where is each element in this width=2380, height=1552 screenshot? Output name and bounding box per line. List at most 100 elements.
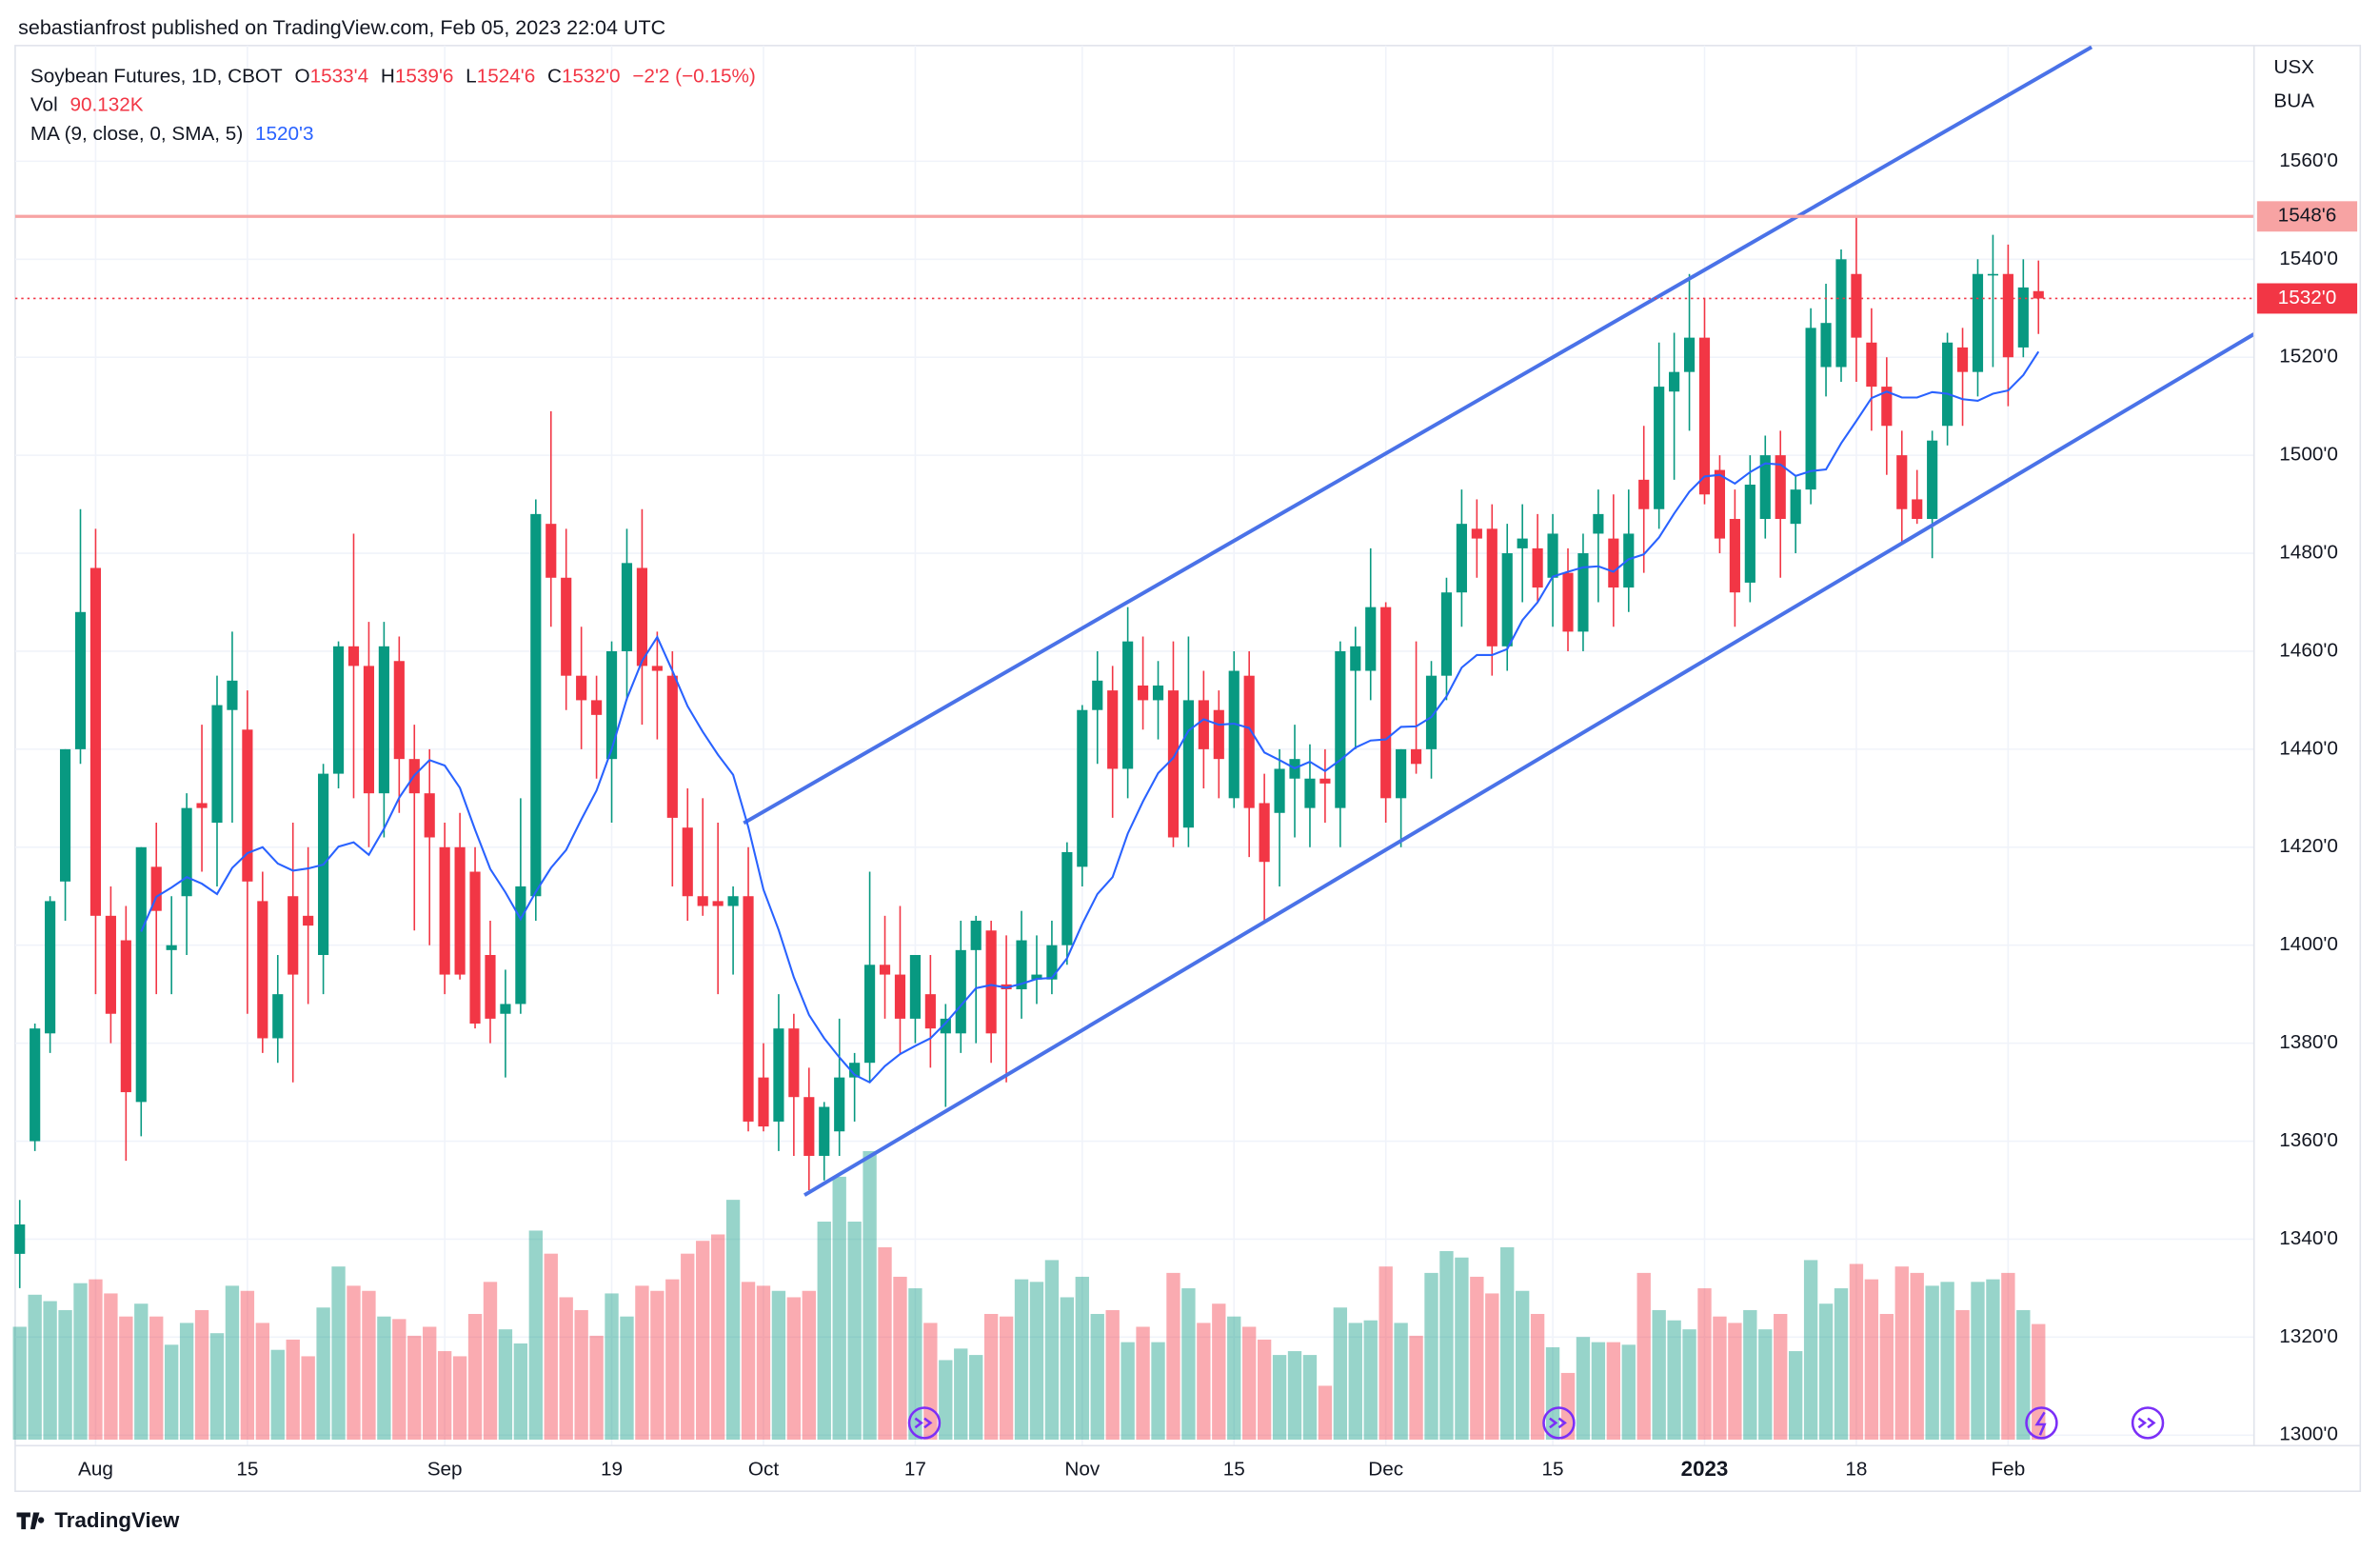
candle-layer	[14, 214, 2044, 1288]
high-value: 1539'6	[395, 66, 454, 88]
volume-bar	[1774, 1313, 1788, 1440]
candle-body	[120, 940, 131, 1093]
candle-body	[515, 885, 526, 1005]
brand-logo: TradingView	[16, 1508, 180, 1532]
volume-bar	[407, 1335, 422, 1440]
candle-body	[1440, 592, 1453, 676]
volume-bar	[1986, 1279, 2000, 1440]
ma-line	[140, 350, 2040, 1084]
candle-body	[1486, 528, 1497, 647]
candle-body	[591, 700, 603, 715]
candle-body	[1182, 700, 1194, 828]
candle-body	[1805, 328, 1816, 490]
volume-bar	[119, 1316, 133, 1440]
candle-body	[1775, 455, 1786, 520]
candle-body	[74, 611, 87, 749]
candle-body	[1259, 803, 1270, 863]
candle-body	[105, 915, 116, 1014]
volume-bar	[1394, 1323, 1408, 1440]
y-tick-label: 1460'0	[2279, 639, 2338, 661]
candle-body	[1471, 528, 1482, 539]
volume-bar	[2001, 1272, 2015, 1440]
candle-body	[636, 567, 648, 667]
candle-body	[1016, 940, 1027, 990]
candle-body	[561, 577, 572, 676]
volume-bar	[1788, 1351, 1803, 1440]
volume-bar	[1910, 1272, 1924, 1440]
candle-body	[1198, 700, 1209, 749]
volume-bar	[710, 1234, 725, 1440]
volume-bar	[1242, 1326, 1257, 1440]
candle-body	[1835, 259, 1847, 368]
candle-body	[894, 974, 906, 1019]
candle-body	[1319, 778, 1331, 784]
volume-bar	[89, 1279, 103, 1440]
volume-bar	[1090, 1313, 1104, 1440]
volume-bar	[650, 1290, 664, 1440]
volume-bar	[1971, 1282, 1985, 1440]
volume-bar	[1728, 1323, 1742, 1440]
volume-bar	[1758, 1329, 1773, 1440]
candle-body	[1107, 690, 1119, 769]
legend-volume-line: Vol 90.132K	[30, 94, 144, 116]
candle-body	[150, 866, 162, 911]
candle-body	[576, 675, 587, 701]
volume-bar	[908, 1288, 922, 1440]
candle-body	[773, 1028, 784, 1122]
candle-body	[1608, 538, 1619, 588]
y-tick-label: 1360'0	[2279, 1129, 2338, 1151]
volume-bar	[817, 1222, 831, 1440]
candle-body	[545, 524, 557, 578]
volume-bar	[725, 1200, 741, 1440]
candle-body	[288, 896, 299, 975]
symbol: Soybean Futures, 1D, CBOT	[30, 66, 283, 88]
volume-bar	[209, 1333, 225, 1440]
y-tick-label: 1400'0	[2279, 933, 2338, 955]
candle-body	[743, 896, 754, 1122]
volume-bar	[423, 1326, 437, 1440]
candle-body	[834, 1077, 845, 1132]
channel-upper	[743, 45, 2093, 826]
candle-body	[924, 994, 936, 1029]
y-tick-label: 1340'0	[2279, 1227, 2338, 1249]
event-icon-glyph	[2137, 1417, 2156, 1429]
unit: BUA	[2273, 90, 2314, 111]
volume-bar	[635, 1285, 649, 1440]
volume-bar	[1029, 1282, 1044, 1440]
ma-label: MA (9, close, 0, SMA, 5)	[30, 123, 243, 145]
candle-body	[530, 513, 542, 897]
volume-bar	[605, 1293, 619, 1440]
open-value: 1533'4	[310, 66, 369, 88]
volume-bar	[999, 1316, 1014, 1440]
candle-body	[1654, 387, 1665, 509]
candle-body	[1517, 538, 1528, 548]
candle-body	[45, 901, 56, 1034]
volume-bar	[1606, 1342, 1621, 1440]
volume-bar	[528, 1230, 543, 1440]
volume-bar	[377, 1316, 391, 1440]
volume-bar	[1470, 1276, 1484, 1440]
volume-bar	[179, 1323, 194, 1440]
volume-bar	[771, 1290, 786, 1440]
volume-bar	[1014, 1279, 1029, 1440]
volume-bar	[1925, 1285, 1939, 1440]
volume-bar	[1485, 1293, 1499, 1440]
volume-bar	[1348, 1323, 1362, 1440]
volume-bar	[620, 1316, 634, 1440]
volume-bar	[1879, 1313, 1894, 1440]
volume-bar	[1227, 1316, 1241, 1440]
resistance-tag	[2256, 201, 2358, 232]
y-tick-label: 1480'0	[2279, 542, 2338, 564]
candle-body	[682, 827, 693, 897]
candle-body	[1167, 690, 1180, 838]
candle-body	[940, 1018, 951, 1034]
volume-bar	[893, 1276, 907, 1440]
candle-body	[955, 949, 966, 1034]
volume-label: Vol	[30, 94, 58, 116]
candle-body	[909, 954, 921, 1019]
volume-bar	[12, 1326, 27, 1440]
volume-bar	[134, 1303, 149, 1440]
volume-bar	[270, 1349, 285, 1440]
candle-body	[1243, 675, 1255, 808]
candle-body	[1501, 553, 1513, 647]
